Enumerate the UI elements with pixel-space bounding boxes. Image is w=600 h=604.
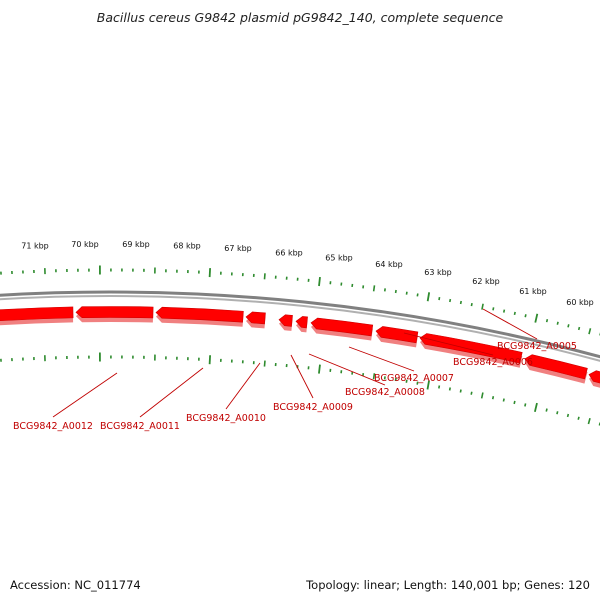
gene-callout-line bbox=[140, 368, 203, 417]
inner-tick bbox=[319, 365, 320, 374]
accession-label: Accession: NC_011774 bbox=[10, 578, 141, 592]
outer-tick bbox=[319, 277, 320, 286]
inner-tick bbox=[557, 411, 558, 414]
outer-tick bbox=[568, 324, 569, 327]
inner-tick bbox=[535, 403, 537, 412]
gene-callout-line bbox=[349, 347, 414, 371]
outer-tick bbox=[535, 314, 537, 323]
inner-tick bbox=[568, 414, 569, 417]
gene-label: BCG9842_A0006 bbox=[453, 357, 533, 368]
kbp-label: 70 kbp bbox=[71, 240, 99, 249]
gene-callouts: BCG9842_A0005 BCG9842_A0006 BCG9842_A0007 B… bbox=[13, 309, 577, 432]
inner-tick bbox=[578, 417, 579, 420]
kbp-ruler-labels: 60 kbp 61 kbp 62 kbp 63 kbp 64 kbp 65 kbp 66 k… bbox=[21, 240, 594, 307]
gene-label: BCG9842_A0005 bbox=[497, 341, 577, 352]
outer-tick bbox=[493, 307, 494, 310]
gene-callout-line bbox=[291, 355, 313, 398]
outer-tick bbox=[471, 303, 472, 306]
inner-tick bbox=[439, 385, 440, 388]
outer-tick bbox=[461, 301, 462, 304]
gene-callout-line bbox=[309, 354, 385, 385]
gene-callout-line bbox=[226, 363, 260, 409]
kbp-label: 62 kbp bbox=[472, 277, 500, 286]
map-title: Bacillus cereus G9842 plasmid pG9842_140… bbox=[97, 10, 504, 25]
kbp-label: 71 kbp bbox=[21, 241, 49, 250]
gene-arrow bbox=[76, 307, 153, 318]
outer-tick bbox=[579, 327, 580, 330]
gene-label: BCG9842_A0010 bbox=[186, 413, 266, 424]
inner-tick bbox=[471, 392, 472, 395]
outer-tick bbox=[428, 292, 430, 301]
inner-tick bbox=[482, 392, 483, 398]
outer-tick bbox=[515, 312, 516, 315]
kbp-label: 63 kbp bbox=[424, 268, 452, 277]
outer-tick bbox=[504, 310, 505, 313]
gene-label: BCG9842_A0009 bbox=[273, 402, 353, 413]
topology-summary: Topology: linear; Length: 140,001 bp; Ge… bbox=[306, 578, 590, 592]
inner-tick bbox=[588, 418, 590, 424]
kbp-label: 67 kbp bbox=[224, 244, 252, 253]
outer-tick bbox=[439, 297, 440, 300]
kbp-label: 66 kbp bbox=[275, 248, 303, 257]
outer-tick bbox=[547, 319, 548, 322]
outer-tick bbox=[557, 322, 558, 325]
gene-label: BCG9842_A0011 bbox=[100, 421, 180, 432]
kbp-label: 60 kbp bbox=[566, 298, 594, 307]
gene-label: BCG9842_A0007 bbox=[374, 373, 454, 384]
kbp-label: 68 kbp bbox=[173, 242, 201, 251]
inner-tick bbox=[514, 401, 515, 404]
kbp-label: 64 kbp bbox=[375, 260, 403, 269]
outer-tick bbox=[374, 285, 375, 291]
outer-tick bbox=[589, 328, 591, 334]
inner-tick bbox=[525, 403, 526, 406]
inner-tick bbox=[546, 409, 547, 412]
kbp-label: 61 kbp bbox=[519, 287, 547, 296]
gene-label: BCG9842_A0008 bbox=[345, 387, 425, 398]
kbp-label: 65 kbp bbox=[325, 254, 353, 263]
inner-tick bbox=[493, 396, 494, 399]
inner-tick bbox=[450, 387, 451, 390]
outer-tick bbox=[450, 299, 451, 302]
inner-tick bbox=[264, 361, 265, 367]
outer-tick bbox=[525, 314, 526, 317]
gene-label: BCG9842_A0012 bbox=[13, 421, 93, 432]
gene-callout-line bbox=[53, 373, 117, 417]
outer-tick bbox=[482, 304, 483, 310]
kbp-label: 69 kbp bbox=[122, 240, 150, 249]
inner-tick bbox=[460, 390, 461, 393]
inner-tick bbox=[503, 399, 504, 402]
